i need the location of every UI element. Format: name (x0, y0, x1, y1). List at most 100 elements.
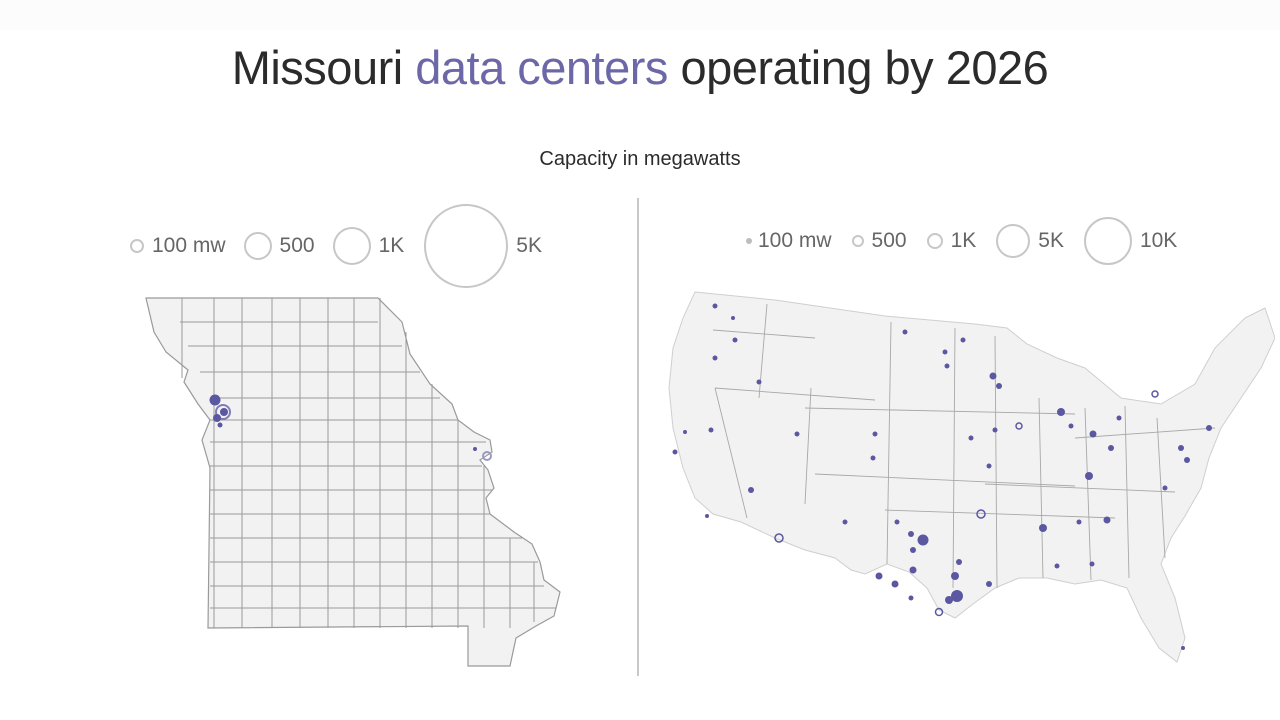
data-center-point (891, 580, 899, 588)
data-center-point (1039, 524, 1047, 532)
data-center-point (908, 595, 914, 601)
title-highlight: data centers (415, 41, 668, 94)
data-center-point (968, 435, 974, 441)
data-center-point (1057, 408, 1065, 416)
data-center-point (1054, 563, 1060, 569)
legend-circle-5k (424, 204, 509, 288)
data-center-point (712, 303, 718, 309)
legend-label: 500 (279, 234, 315, 257)
data-center-point (986, 463, 992, 469)
data-center-point (1151, 390, 1159, 398)
legend-missouri: 100 mw 500 1K 5K (130, 203, 542, 289)
data-center-point (1089, 430, 1097, 438)
data-center-point (220, 408, 228, 416)
legend-label: 5K (516, 234, 542, 257)
data-center-point (996, 383, 1002, 389)
data-center-point (672, 449, 678, 455)
us-outline (668, 291, 1275, 663)
data-center-point (917, 534, 929, 546)
data-center-point (705, 514, 709, 518)
data-center-point (1103, 516, 1111, 524)
data-center-point (712, 355, 718, 361)
data-center-point (731, 316, 735, 320)
data-center-point (992, 427, 998, 433)
legend-circle-100 (746, 238, 752, 244)
title-prefix: Missouri (231, 41, 416, 94)
legend-circle-1k (332, 227, 371, 265)
data-center-point (875, 572, 883, 580)
data-center-point (909, 566, 917, 574)
data-center-point (976, 509, 986, 519)
data-center-point (215, 404, 231, 420)
data-center-point (748, 487, 754, 493)
legend-circle-5k (996, 224, 1031, 258)
data-center-point (951, 572, 959, 580)
legend-label: 100 mw (152, 234, 226, 257)
data-center-point (842, 519, 848, 525)
missouri-map (145, 297, 561, 667)
data-center-point (209, 394, 221, 406)
legend-circle-1k (926, 233, 943, 249)
legend-item-100: 100 mw (130, 234, 226, 258)
data-center-point (902, 329, 908, 335)
data-center-point (1068, 423, 1074, 429)
data-center-point (1206, 425, 1212, 431)
legend-item-5k: 5K (996, 224, 1064, 258)
data-center-point (894, 519, 900, 525)
data-center-point (910, 547, 916, 553)
data-center-point (986, 581, 992, 587)
legend-label: 5K (1038, 229, 1064, 252)
legend-item-500: 500 (243, 232, 315, 260)
data-center-point (683, 430, 687, 434)
data-center-point (1162, 485, 1168, 491)
legend-subtitle: Capacity in megawatts (539, 148, 741, 170)
data-center-point (872, 431, 878, 437)
data-center-point (217, 422, 223, 428)
legend-label: 500 (871, 229, 907, 252)
top-strip (0, 0, 1280, 30)
data-center-point (1085, 472, 1093, 480)
data-center-point (934, 607, 944, 617)
data-center-point (942, 349, 948, 355)
data-center-point (945, 596, 953, 604)
data-center-point (1184, 457, 1190, 463)
data-center-point (756, 379, 762, 385)
title-suffix: operating by 2026 (667, 41, 1049, 94)
state-lines (712, 303, 1216, 589)
legend-item-10k: 10K (1083, 217, 1178, 265)
data-center-point (213, 414, 221, 422)
legend-label: 10K (1139, 229, 1178, 252)
us-map (668, 291, 1275, 663)
data-center-point (870, 455, 876, 461)
data-center-point (732, 337, 738, 343)
data-center-point (989, 372, 997, 380)
data-center-point (951, 590, 963, 602)
missouri-outline (145, 297, 561, 667)
legend-circle-10k (1083, 217, 1132, 265)
legend-label: 100 mw (758, 229, 832, 252)
legend-us: 100 mw 500 1K 5K 10K (746, 216, 1177, 266)
legend-item-5k: 5K (424, 204, 542, 288)
legend-item-1k: 1K (926, 229, 976, 253)
data-center-point (1108, 445, 1114, 451)
legend-circle-100 (130, 239, 144, 253)
data-center-point (794, 431, 800, 437)
data-center-point (482, 451, 492, 461)
data-center-point (473, 447, 477, 451)
legend-item-100: 100 mw (746, 229, 832, 253)
data-center-point (908, 531, 914, 537)
legend-circle-500 (851, 235, 864, 247)
missouri-data-centers (209, 394, 492, 461)
us-data-centers (672, 303, 1212, 650)
data-center-point (1015, 422, 1023, 430)
data-center-point (1116, 415, 1122, 421)
data-center-point (1076, 519, 1082, 525)
data-center-point (774, 533, 784, 543)
legend-circle-500 (243, 232, 272, 260)
data-center-point (708, 427, 714, 433)
data-center-point (956, 559, 962, 565)
data-center-point (1181, 646, 1185, 650)
data-center-point (1178, 445, 1184, 451)
page-title: Missouri data centers operating by 2026 (0, 40, 1280, 95)
data-center-point (960, 337, 966, 343)
